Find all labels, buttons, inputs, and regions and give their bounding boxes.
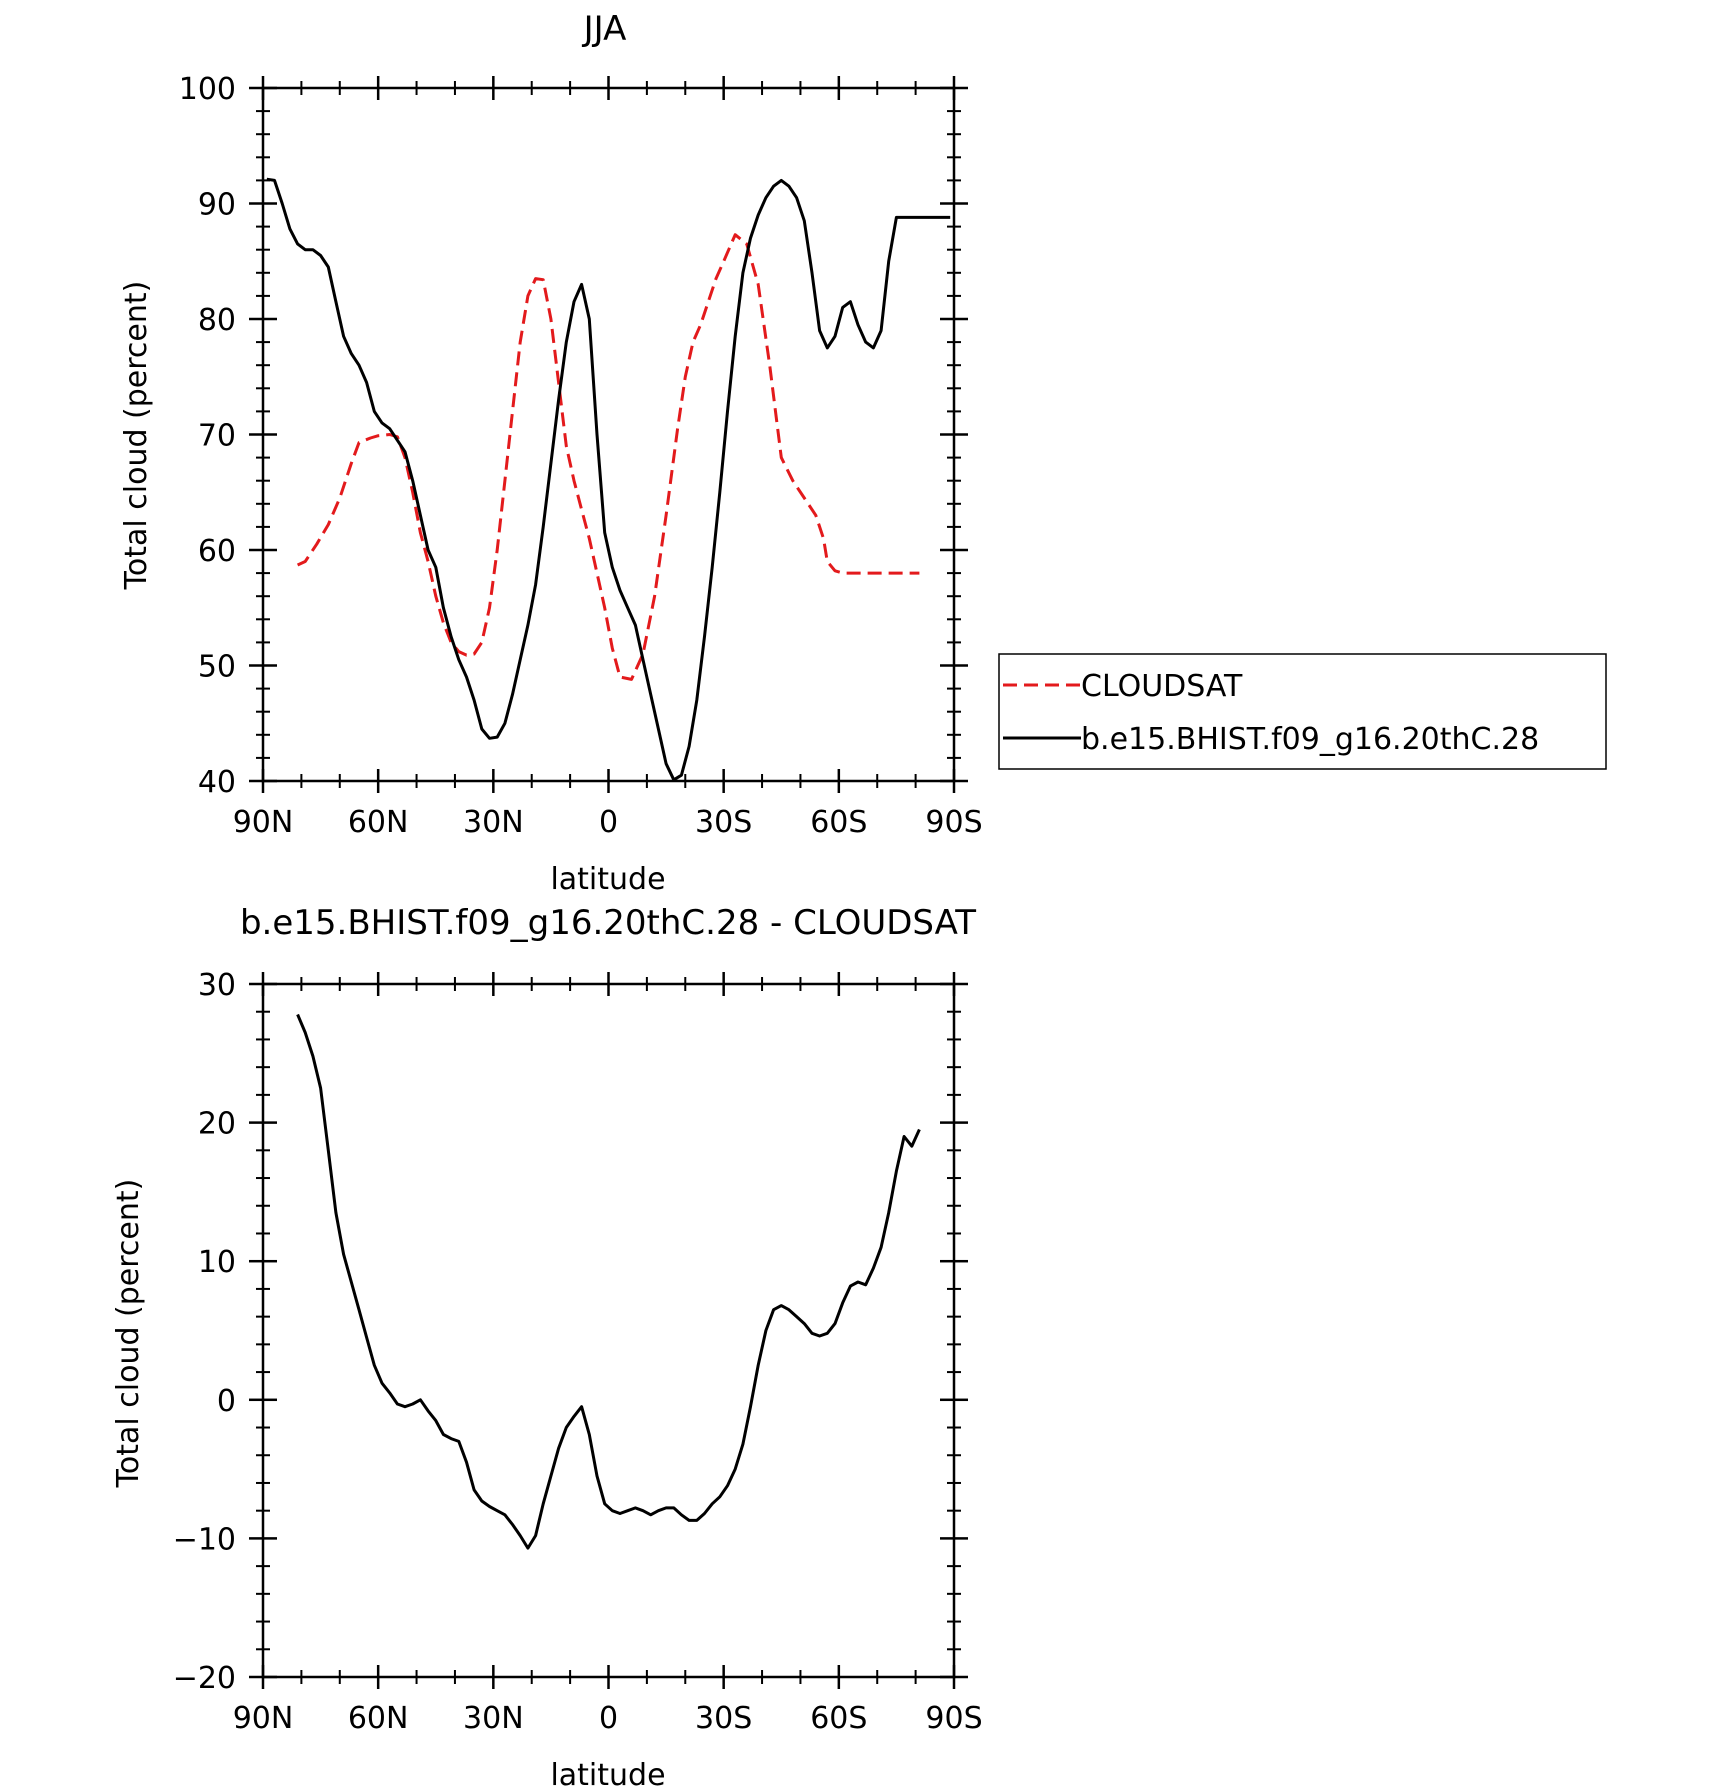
top-series-line-0: [296, 233, 920, 681]
top-y-tick-label: 50: [198, 650, 236, 685]
bottom-x-axis-label: latitude: [550, 1758, 665, 1789]
legend-label-model: b.e15.BHIST.f09_g16.20thC.28: [1081, 722, 1539, 757]
bottom-chart-title: b.e15.BHIST.f09_g16.20thC.28 - CLOUDSAT: [240, 903, 976, 943]
top-x-tick-label: 90N: [233, 805, 294, 840]
top-x-tick-label: 60S: [810, 805, 867, 840]
top-x-tick-label: 0: [599, 805, 618, 840]
bottom-y-tick-label: −20: [173, 1661, 236, 1696]
bottom-y-tick-label: −10: [173, 1522, 236, 1557]
top-series-line-1: [266, 177, 951, 782]
top-x-tick-label: 60N: [348, 805, 409, 840]
top-panel: JJA 90N 60N 30N 0 30S 60S 90S 40 50 60 70 80 90 100 T…: [119, 9, 983, 897]
top-x-tick-label: 30N: [463, 805, 524, 840]
top-y-tick-label: 90: [198, 188, 236, 223]
bottom-y-tick-label: 20: [198, 1107, 236, 1142]
legend: CLOUDSAT b.e15.BHIST.f09_g16.20thC.28: [998, 653, 1607, 770]
top-plot-frame: [261, 86, 956, 783]
top-series-group: [266, 177, 951, 782]
bottom-x-tick-label: 60S: [810, 1701, 867, 1736]
top-y-tick-label: 80: [198, 303, 236, 338]
bottom-panel: b.e15.BHIST.f09_g16.20thC.28 - CLOUDSAT …: [111, 903, 983, 1789]
bottom-plot-frame: [261, 982, 956, 1679]
bottom-x-tick-label: 60N: [348, 1701, 409, 1736]
bottom-y-tick-label: 10: [198, 1245, 236, 1280]
legend-box: [998, 653, 1607, 770]
bottom-x-tick-label: 90N: [233, 1701, 294, 1736]
top-chart-title: JJA: [582, 9, 627, 49]
top-x-axis-label: latitude: [550, 862, 665, 897]
top-y-tick-label: 60: [198, 534, 236, 569]
bottom-axis-ticks: 90N 60N 30N 0 30S 60S 90S −20 −10 0 10 20 30: [173, 968, 983, 1736]
top-x-tick-label: 90S: [925, 805, 982, 840]
top-y-tick-label: 100: [179, 72, 236, 107]
bottom-series-group: [296, 1013, 921, 1550]
top-y-tick-label: 40: [198, 765, 236, 800]
legend-label-cloudsat: CLOUDSAT: [1081, 669, 1243, 704]
bottom-series-line-0: [296, 1013, 921, 1550]
bottom-x-tick-label: 30S: [695, 1701, 752, 1736]
bottom-y-axis-label: Total cloud (percent): [111, 1179, 146, 1489]
top-axis-ticks: 90N 60N 30N 0 30S 60S 90S 40 50 60 70 80 90 100: [179, 72, 983, 840]
bottom-x-tick-label: 30N: [463, 1701, 524, 1736]
bottom-x-tick-label: 0: [599, 1701, 618, 1736]
bottom-x-tick-label: 90S: [925, 1701, 982, 1736]
top-y-axis-label: Total cloud (percent): [119, 281, 154, 591]
bottom-y-tick-label: 30: [198, 968, 236, 1003]
bottom-y-tick-label: 0: [217, 1384, 236, 1419]
top-x-tick-label: 30S: [695, 805, 752, 840]
top-y-tick-label: 70: [198, 419, 236, 454]
